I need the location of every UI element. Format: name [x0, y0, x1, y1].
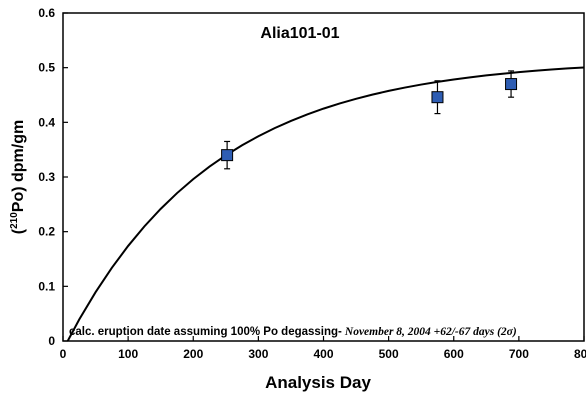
x-tick-label: 200 [183, 347, 203, 361]
x-tick-label: 0 [60, 347, 67, 361]
y-axis-label-rest: Po) dpm/gm [10, 120, 27, 212]
y-axis-label: (210Po) dpm/gm [9, 120, 27, 234]
x-tick-label: 100 [118, 347, 138, 361]
eruption-date-note: calc. eruption date assuming 100% Po deg… [69, 326, 517, 338]
chart-title: Alia101-01 [260, 25, 339, 42]
y-tick-label: 0.5 [38, 61, 55, 75]
x-tick-label: 800 [574, 347, 586, 361]
data-point-marker [221, 149, 234, 162]
x-axis-label: Analysis Day [265, 373, 371, 392]
y-tick-label: 0.4 [38, 115, 55, 129]
data-points [221, 70, 518, 170]
y-axis-label-open: ( [10, 228, 27, 234]
data-point-marker [505, 78, 518, 91]
plot-frame [62, 12, 585, 342]
note-part2: November 8, 2004 +62/-67 days (2σ) [344, 326, 517, 338]
data-point-marker [431, 91, 444, 104]
y-tick-label: 0.3 [38, 170, 55, 184]
x-tick-label: 400 [313, 347, 333, 361]
y-tick-label: 0 [48, 334, 55, 348]
note-part1: calc. eruption date assuming 100% Po deg… [69, 326, 342, 338]
y-tick-label: 0.6 [38, 6, 55, 20]
x-tick-label: 600 [444, 347, 464, 361]
y-tick-label: 0.2 [38, 225, 55, 239]
x-tick-label: 500 [379, 347, 399, 361]
y-axis-label-sup: 210 [9, 212, 20, 229]
y-tick-label: 0.1 [38, 279, 55, 293]
y-axis-ticks: 0 0.1 0.2 0.3 0.4 0.5 0.6 [38, 6, 68, 348]
x-tick-label: 700 [509, 347, 529, 361]
x-axis-ticks: 0 100 200 300 400 500 600 700 800 [60, 336, 586, 361]
x-tick-label: 300 [248, 347, 268, 361]
fit-curve [66, 66, 584, 341]
